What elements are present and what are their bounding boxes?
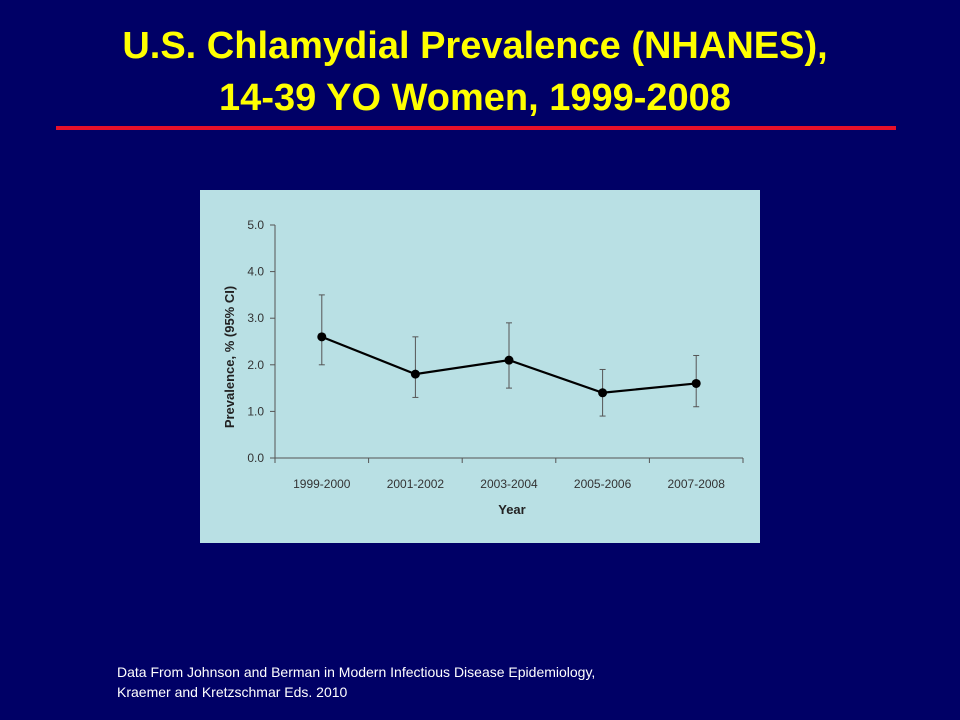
y-tick-label: 5.0 [247,218,264,232]
slide-title: U.S. Chlamydial Prevalence (NHANES), 14-… [40,20,910,124]
data-point [691,378,701,388]
x-tick-label: 2003-2004 [480,477,538,491]
x-tick-label: 2007-2008 [668,477,726,491]
x-tick-label: 1999-2000 [293,477,351,491]
x-axis-title: Year [498,502,525,517]
data-points [317,332,701,398]
y-axis-ticks: 0.0 1.0 2.0 3.0 4.0 5.0 [247,218,275,465]
data-point [598,388,608,398]
footnote-line-2: Kraemer and Kretzschmar Eds. 2010 [117,684,348,700]
footnote-line-1: Data From Johnson and Berman in Modern I… [117,664,596,680]
y-tick-label: 3.0 [247,311,264,325]
data-point [504,355,514,365]
y-tick-label: 1.0 [247,404,264,418]
y-tick-label: 0.0 [247,451,264,465]
prevalence-line-chart: 0.0 1.0 2.0 3.0 4.0 5.0 1999-2000 2001-2002 200… [222,218,744,517]
x-axis-ticks: 1999-2000 2001-2002 2003-2004 2005-2006 2007… [274,458,744,491]
data-point [317,332,327,342]
source-footnote: Data From Johnson and Berman in Modern I… [117,662,817,702]
x-tick-label: 2001-2002 [387,477,445,491]
chart-panel: 0.0 1.0 2.0 3.0 4.0 5.0 1999-2000 2001-2002 200… [200,190,760,543]
title-underline [56,126,896,130]
y-axis-title: Prevalence, % (95% CI) [222,286,237,428]
x-tick-label: 2005-2006 [574,477,632,491]
slide-title-line-1: U.S. Chlamydial Prevalence (NHANES), [122,25,828,67]
data-point [410,369,420,379]
error-bars [318,294,700,417]
slide-title-line-2: 14-39 YO Women, 1999-2008 [219,77,731,119]
y-tick-label: 2.0 [247,358,264,372]
y-tick-label: 4.0 [247,265,264,279]
